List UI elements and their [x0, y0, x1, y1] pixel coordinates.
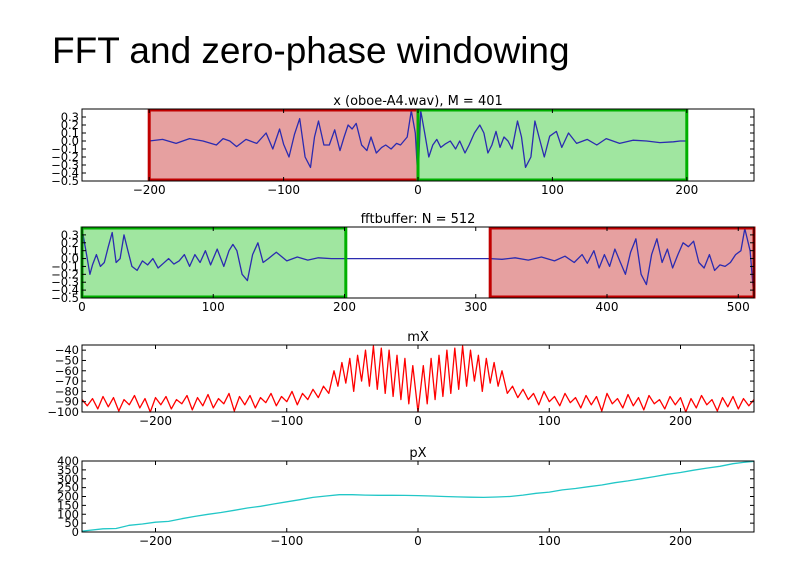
y-tick-label: −0.3: [51, 275, 79, 289]
highlight-window-green: [82, 227, 346, 298]
x-tick-label: 0: [414, 414, 422, 428]
highlight-window-red: [490, 227, 754, 298]
y-tick-label: −60: [55, 364, 79, 378]
y-tick-label: −70: [55, 374, 79, 388]
chart-panel-4: pX−200 −100 0 100 20040035030025020015010050…: [57, 446, 755, 548]
series-line-pX: [81, 460, 755, 532]
highlight-window-green: [418, 109, 687, 181]
x-tick-label: −200: [139, 414, 172, 428]
chart-panel-3: mX−200 −100 0 100 200−40−50−60−70−80−90−100: [47, 330, 755, 428]
y-tick-label: 100: [57, 507, 79, 521]
x-tick-label: −100: [270, 534, 303, 548]
y-tick-label: 0.2: [61, 236, 79, 250]
y-tick-label: 350: [57, 463, 79, 477]
x-tick-label: 100: [541, 183, 564, 197]
y-tick-label: −80: [55, 384, 79, 398]
y-tick-label: 0.1: [61, 244, 79, 258]
x-tick-label: −100: [270, 414, 303, 428]
series-line-fftbuffer: [81, 227, 755, 299]
y-tick-label: −90: [55, 395, 79, 409]
slide-title: FFT and zero-phase windowing: [52, 30, 570, 71]
y-tick-label: 0.0: [61, 252, 79, 266]
y-tick-label: 0.0: [61, 134, 79, 148]
y-tick-label: −0.2: [51, 150, 79, 164]
y-tick-label: 400: [57, 454, 79, 468]
x-tick-label: 0: [414, 534, 422, 548]
y-tick-label: −50: [55, 353, 79, 367]
chart-title: pX: [409, 446, 426, 461]
y-tick-label: 200: [57, 490, 79, 504]
y-tick-label: 0: [72, 525, 79, 539]
y-tick-label: −0.3: [51, 158, 79, 172]
y-tick-label: −0.1: [51, 142, 79, 156]
x-tick-label: −200: [139, 534, 172, 548]
axes-frame: [81, 226, 755, 299]
x-tick-label: 0: [78, 300, 86, 314]
chart-title: mX: [407, 330, 429, 345]
y-tick-label: 0.1: [61, 126, 79, 140]
y-tick-label: 150: [57, 498, 79, 512]
plot-area: [82, 461, 754, 532]
x-tick-label: −100: [267, 183, 300, 197]
x-tick-label: 200: [333, 300, 356, 314]
chart-panel-2: fftbuffer: N = 512 0 100 200 300 400 500 0.30.2…: [51, 212, 756, 314]
x-tick-label: −200: [133, 183, 166, 197]
chart-title: x (oboe-A4.wav), M = 401: [333, 94, 503, 109]
chart-panel-1: x (oboe-A4.wav), M = 401 −200 −100 0 100 200 0…: [51, 94, 755, 197]
y-tick-label: −0.5: [51, 291, 79, 305]
y-tick-label: −40: [55, 343, 79, 357]
x-tick-label: 100: [538, 534, 561, 548]
y-tick-label: −0.2: [51, 267, 79, 281]
x-tick-label: 100: [202, 300, 225, 314]
x-tick-label: 300: [464, 300, 487, 314]
x-tick-label: 0: [414, 183, 422, 197]
x-tick-label: 400: [596, 300, 619, 314]
plot-area: [82, 345, 754, 412]
y-tick-label: 0.3: [61, 110, 79, 124]
chart-title: fftbuffer: N = 512: [361, 212, 476, 227]
y-tick-label: 250: [57, 481, 79, 495]
x-tick-label: 200: [669, 534, 692, 548]
y-tick-label: −0.4: [51, 283, 79, 297]
x-tick-label: 100: [538, 414, 561, 428]
x-tick-label: 200: [675, 183, 698, 197]
y-tick-label: 0.2: [61, 118, 79, 132]
y-tick-label: −100: [47, 405, 79, 419]
y-tick-label: 300: [57, 472, 79, 486]
y-tick-label: −0.1: [51, 259, 79, 273]
y-tick-label: −0.5: [51, 174, 79, 188]
x-tick-label: 500: [727, 300, 750, 314]
y-tick-label: 50: [64, 516, 79, 530]
x-tick-label: 200: [669, 414, 692, 428]
y-tick-label: −0.4: [51, 166, 79, 180]
y-tick-label: 0.3: [61, 228, 79, 242]
